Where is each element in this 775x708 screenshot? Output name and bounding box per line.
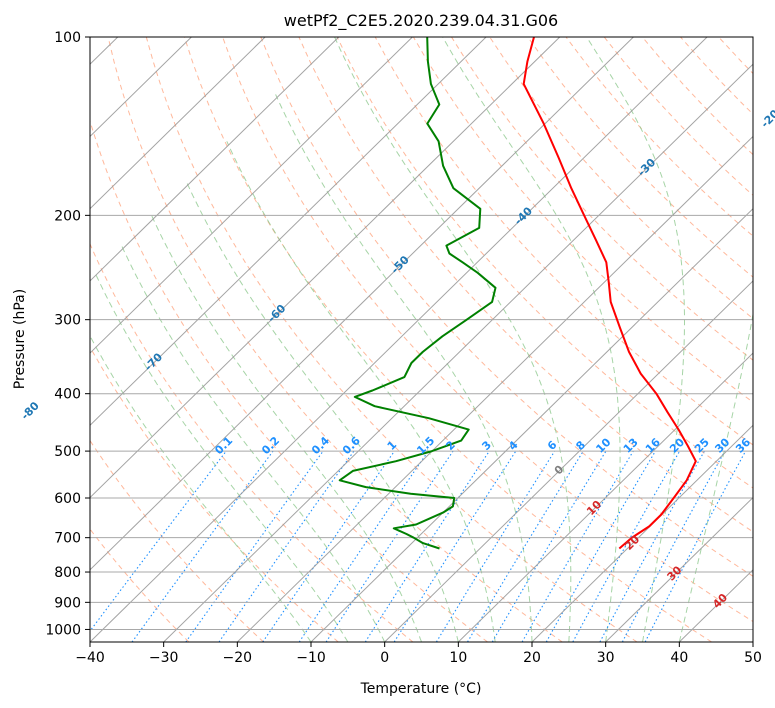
- x-tick-label: −20: [223, 650, 253, 666]
- moist-adiabat-line: [275, 94, 533, 642]
- isotherm-line: [163, 63, 753, 642]
- sounding-line: [338, 37, 497, 550]
- x-tick-label: 50: [744, 650, 762, 666]
- isobar-gridlines: [90, 37, 753, 630]
- x-tick-label: −10: [296, 650, 326, 666]
- y-tick-label: 900: [54, 595, 81, 611]
- mixing-ratio-line: [131, 450, 274, 642]
- y-tick-label: 300: [54, 313, 81, 329]
- y-tick-label: 200: [54, 208, 81, 224]
- dry-adiabat-line: [145, 37, 638, 642]
- x-tick-label: 30: [597, 650, 615, 666]
- y-tick-label: 1000: [45, 622, 81, 638]
- isotherm-line: [90, 37, 340, 282]
- dry-adiabat-line: [107, 37, 563, 642]
- x-tick-label: 10: [449, 650, 467, 666]
- isotherm-line: [457, 352, 753, 642]
- mixing-ratio-line: [393, 450, 517, 642]
- dry-adiabat-line: [90, 345, 339, 642]
- moist-adiabat-line: [90, 334, 312, 642]
- dry-adiabat-line: [90, 439, 264, 642]
- dry-adiabat-line: [260, 37, 753, 577]
- chart-title: wetPf2_C2E5.2020.239.04.31.G06: [284, 11, 558, 31]
- plot-frame: [89, 36, 754, 643]
- moist-adiabat-line: [185, 180, 459, 642]
- isotherm-line: [236, 135, 753, 642]
- dry-adiabat-line: [90, 119, 488, 642]
- x-tick-label: −40: [75, 650, 105, 666]
- isotherm-line: [384, 280, 753, 642]
- sounding-profiles: [338, 37, 697, 550]
- mixing-ratio-line: [185, 450, 324, 642]
- x-tick-label: 20: [523, 650, 541, 666]
- y-axis: 100 200 300 400 500 600 700 800 900 1000: [45, 30, 90, 638]
- moist-adiabat-line: [121, 245, 386, 642]
- dry-adiabat-line: [90, 528, 190, 642]
- dry-adiabat-line: [336, 37, 753, 489]
- moist-adiabat-line: [334, 37, 572, 642]
- isotherm-line: [605, 496, 753, 642]
- x-tick-label: −30: [149, 650, 179, 666]
- dry-adiabat-line: [298, 37, 753, 533]
- moist-adiabat-line: [442, 37, 621, 642]
- mixing-ratio-line: [621, 450, 726, 642]
- sounding-line: [522, 37, 697, 550]
- plot-area: [90, 37, 753, 642]
- x-tick-label: 0: [380, 650, 389, 666]
- moist-adiabat-line: [586, 37, 685, 642]
- isotherm-line: [90, 37, 634, 571]
- isotherm-line: [90, 37, 487, 427]
- isotherm-line: [90, 37, 266, 210]
- y-tick-label: 600: [54, 491, 81, 507]
- skewed-isotherms: [90, 37, 753, 642]
- mixing-ratio-line: [364, 450, 490, 642]
- y-tick-label: 400: [54, 387, 81, 403]
- y-tick-label: 700: [54, 531, 81, 547]
- mixing-ratio-line: [298, 450, 429, 642]
- y-axis-label: Pressure (hPa): [12, 289, 28, 389]
- mixing-ratio-line: [90, 450, 227, 632]
- moist-adiabat-line: [678, 37, 753, 642]
- mixing-ratio-line: [599, 450, 705, 642]
- y-tick-label: 100: [54, 30, 81, 46]
- plot-background: [90, 37, 753, 642]
- mixing-ratio-line: [467, 450, 584, 642]
- x-tick-label: 40: [670, 650, 688, 666]
- isotherm-line: [90, 37, 708, 642]
- dry-adiabat-line: [489, 37, 753, 320]
- mixing-ratio-line: [218, 450, 355, 642]
- mixing-ratio-line: [435, 450, 556, 642]
- x-axis: −40 −30 −20 −10 0 10 20 30 40 50: [75, 642, 762, 666]
- mixing-ratio-line: [262, 450, 395, 642]
- isotherm-line: [310, 207, 753, 642]
- dry-adiabat-line: [222, 37, 753, 623]
- isotherm-line: [531, 424, 753, 642]
- y-tick-label: 500: [54, 444, 81, 460]
- x-axis-label: Temperature (°C): [360, 681, 482, 697]
- y-tick-label: 800: [54, 565, 81, 581]
- moist-adiabat-line: [151, 215, 422, 642]
- isotherm-line: [90, 37, 561, 499]
- moist-adiabat-line: [94, 272, 349, 642]
- dry-adiabat-line: [374, 37, 753, 446]
- isotherm-line: [90, 37, 413, 354]
- mixing-ratio-line: [572, 450, 681, 642]
